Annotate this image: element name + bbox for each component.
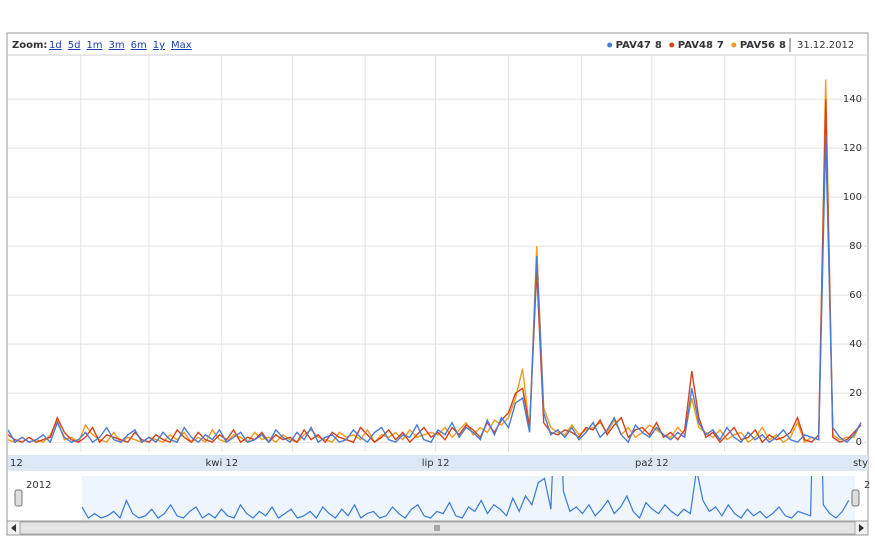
y-tick-label: 20 [849, 388, 862, 399]
y-tick-label: 120 [843, 143, 862, 154]
scroll-right[interactable] [859, 524, 864, 532]
scroll-left[interactable] [11, 524, 16, 532]
navigator-line [81, 476, 850, 520]
navigator-label: 2012 [26, 480, 51, 491]
zoom-option[interactable]: 1m [86, 40, 102, 51]
zoom-option[interactable]: 1y [153, 40, 165, 51]
zoom-option[interactable]: 6m [131, 40, 147, 51]
x-tick-label: lip 12 [422, 458, 450, 469]
legend-value: 8 [779, 40, 786, 51]
legend-label: PAV48 [678, 40, 713, 51]
range-label: 31.12.2012 [797, 40, 854, 51]
x-axis: 12 kwi 12 lip 12 paź 12 sty [10, 457, 868, 469]
legend-label: PAV47 [616, 40, 651, 51]
series-line [8, 135, 862, 444]
plot [8, 79, 862, 444]
grid [8, 55, 868, 452]
y-tick-label: 60 [849, 290, 862, 301]
zoom-option[interactable]: 1d [49, 40, 62, 51]
y-tick-label: 0 [856, 437, 862, 448]
legend-marker [731, 42, 737, 48]
x-tick-label: sty [853, 458, 868, 469]
y-tick-label: 100 [843, 192, 862, 203]
legend-marker [607, 42, 613, 48]
y-tick-label: 140 [843, 94, 862, 105]
scroll-grip [434, 525, 440, 531]
zoom-option[interactable]: 5d [68, 40, 81, 51]
y-tick-label: 40 [849, 339, 862, 350]
x-tick-label: 12 [10, 458, 23, 469]
x-tick-label: kwi 12 [205, 458, 238, 469]
navigator [81, 476, 850, 520]
legend: 8 PAV56 7 PAV48 8 PAV47 [607, 40, 786, 51]
y-axis: 0 20 40 60 80 100 120 140 [843, 94, 862, 448]
zoom-controls: 1d 5d 1m 3m 6m 1y Max [49, 40, 192, 51]
date-band [8, 455, 868, 471]
navigator-window [82, 476, 855, 521]
legend-marker [669, 42, 675, 48]
legend-label: PAV56 [740, 40, 775, 51]
zoom-option[interactable]: 3m [109, 40, 125, 51]
legend-value: 8 [655, 40, 662, 51]
range-handle-right[interactable] [851, 489, 860, 507]
navigator-label: 2 [864, 480, 870, 491]
x-tick-label: paź 12 [635, 457, 669, 469]
zoom-option[interactable]: Max [171, 40, 192, 51]
legend-value: 7 [717, 40, 724, 51]
y-tick-label: 80 [849, 241, 862, 252]
zoom-label: Zoom: [12, 40, 47, 51]
range-handle-left[interactable] [14, 489, 23, 507]
